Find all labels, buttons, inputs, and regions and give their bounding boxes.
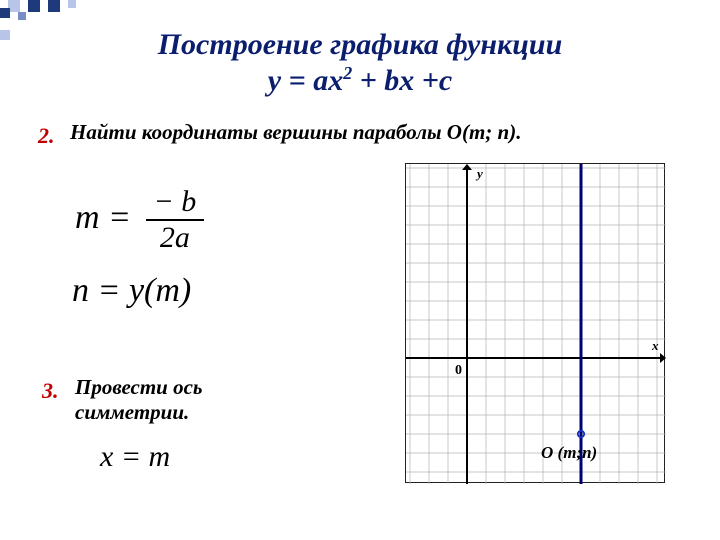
svg-text:y: y <box>475 166 483 181</box>
formula-m-lhs: m = <box>75 199 131 236</box>
title-line2-suffix: + bx +c <box>352 64 452 97</box>
svg-text:0: 0 <box>455 363 462 378</box>
step2-text: Найти координаты вершины параболы О(m; n… <box>70 120 630 145</box>
svg-text:x: x <box>651 338 659 353</box>
formula-m-num: − b <box>146 185 205 221</box>
page-title: Построение графика функции y = ax2 + bx … <box>40 28 680 98</box>
coordinate-graph: y x 0 O (m;n) <box>405 163 665 483</box>
step3-text: Провести ось симметрии. <box>75 375 310 425</box>
formula-m-den: 2a <box>146 221 205 255</box>
svg-text:O (m;n): O (m;n) <box>541 443 597 462</box>
graph-svg: y x 0 O (m;n) <box>406 164 666 484</box>
formula-xm: x = m <box>100 440 170 474</box>
formula-n: n = y(m) <box>72 272 191 310</box>
formula-m: m = − b 2a <box>75 185 204 255</box>
step2-number: 2. <box>38 123 55 149</box>
step3-number: 3. <box>42 378 59 404</box>
title-line2-prefix: y = ax <box>268 64 343 97</box>
title-line1: Построение графика функции <box>158 28 563 61</box>
title-sup: 2 <box>343 63 352 83</box>
